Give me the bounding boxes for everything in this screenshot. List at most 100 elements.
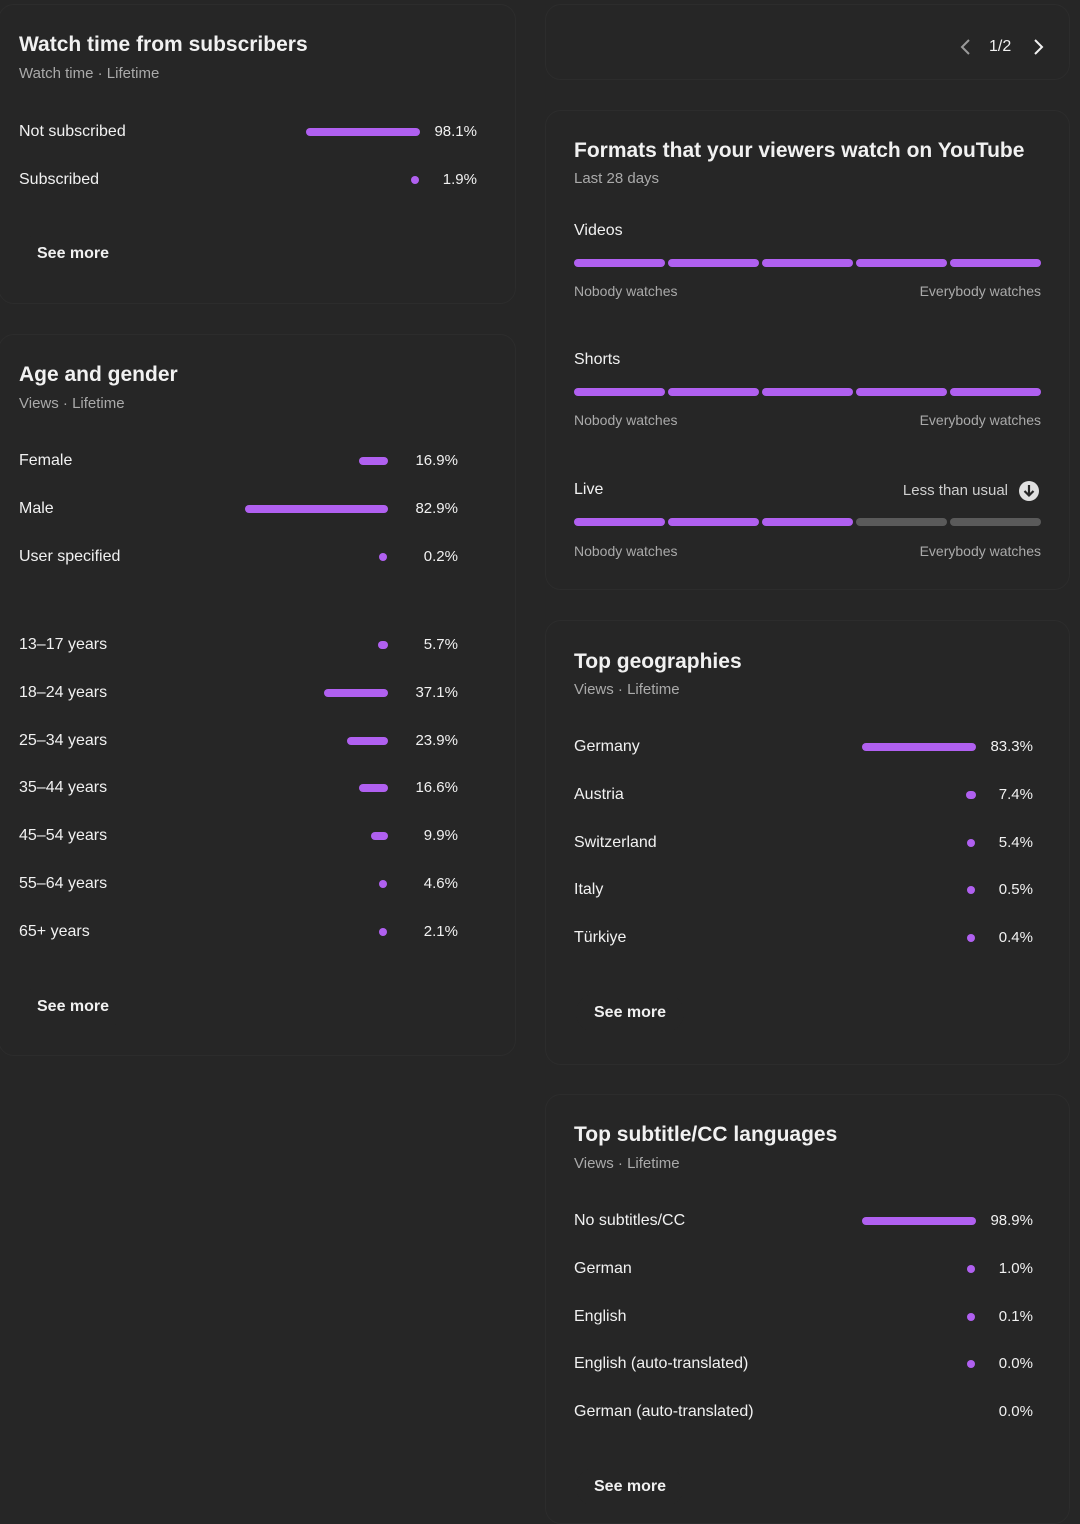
row-percentage: 23.9% bbox=[415, 731, 458, 749]
row-label: German (auto-translated) bbox=[574, 1403, 754, 1421]
scale-max-label: Everybody watches bbox=[919, 283, 1041, 299]
row-label: Switzerland bbox=[574, 833, 657, 851]
format-level-bar bbox=[574, 388, 1041, 396]
format-label: Videos bbox=[574, 222, 623, 239]
percentage-bar bbox=[359, 784, 388, 793]
age-rows: 13–17 years 5.7% 18–24 years 37.1% 25–34 yea… bbox=[19, 633, 469, 973]
level-segment bbox=[668, 259, 759, 267]
percentage-dot bbox=[379, 880, 387, 888]
age-gender-see-more-button[interactable]: See more bbox=[19, 988, 128, 1026]
level-segment bbox=[950, 518, 1041, 526]
row-percentage: 16.6% bbox=[415, 779, 458, 797]
format-level-bar bbox=[574, 518, 1041, 526]
level-segment bbox=[668, 518, 759, 526]
subtitles-see-more-button[interactable]: See more bbox=[576, 1468, 685, 1506]
formats-title: Formats that your viewers watch on YouTu… bbox=[574, 139, 1025, 162]
row-percentage: 7.4% bbox=[998, 785, 1033, 803]
percentage-bar bbox=[347, 736, 388, 745]
row-percentage: 9.9% bbox=[423, 827, 458, 845]
level-segment bbox=[574, 518, 665, 526]
level-segment bbox=[762, 518, 853, 526]
list-item: German (auto-translated) 0.0% bbox=[574, 1400, 1036, 1424]
subscribers-subtitle: Watch time · Lifetime bbox=[19, 65, 160, 82]
percentage-bar bbox=[371, 832, 388, 841]
list-item: 65+ years 2.1% bbox=[19, 920, 469, 944]
level-segment bbox=[668, 388, 759, 396]
geographies-subtitle: Views · Lifetime bbox=[574, 681, 680, 698]
row-percentage: 5.7% bbox=[423, 636, 458, 653]
level-segment bbox=[762, 259, 853, 267]
row-label: Not subscribed bbox=[19, 123, 126, 140]
percentage-dot bbox=[379, 553, 387, 561]
list-item: Germany 83.3% bbox=[574, 735, 1036, 759]
row-percentage: 83.3% bbox=[990, 738, 1033, 755]
percentage-bar bbox=[862, 743, 976, 751]
age-gender-subtitle: Views · Lifetime bbox=[19, 395, 125, 412]
list-item: 35–44 years 16.6% bbox=[19, 776, 469, 800]
list-item: Male 82.9% bbox=[19, 497, 469, 521]
geography-rows: Germany 83.3% Austria 7.4% Switzerland 5.4% It… bbox=[574, 735, 1036, 985]
row-percentage: 2.1% bbox=[423, 922, 458, 940]
less-than-usual-label: Less than usual bbox=[902, 482, 1008, 499]
list-item: German 1.0% bbox=[574, 1257, 1036, 1281]
geographies-title: Top geographies bbox=[574, 650, 742, 673]
subscribers-see-more-button[interactable]: See more bbox=[19, 235, 128, 273]
row-percentage: 1.0% bbox=[998, 1259, 1033, 1277]
list-item: Austria 7.4% bbox=[574, 783, 1036, 807]
list-item: English 0.1% bbox=[574, 1305, 1036, 1329]
percentage-bar bbox=[245, 505, 388, 513]
percentage-bar bbox=[324, 688, 388, 697]
row-percentage: 0.1% bbox=[998, 1307, 1033, 1325]
geographies-see-more-button[interactable]: See more bbox=[576, 994, 685, 1032]
formats-subtitle: Last 28 days bbox=[574, 170, 660, 187]
row-percentage: 0.4% bbox=[998, 929, 1033, 947]
row-percentage: 1.9% bbox=[442, 171, 477, 188]
row-label: Male bbox=[19, 500, 54, 517]
row-percentage: 5.4% bbox=[998, 833, 1033, 851]
percentage-dot bbox=[967, 1312, 975, 1321]
subtitles-card: Top subtitle/CC languages Views · Lifeti… bbox=[545, 1094, 1070, 1524]
list-item: 13–17 years 5.7% bbox=[19, 633, 469, 657]
row-label: 45–54 years bbox=[19, 827, 108, 845]
list-item: Subscribed 1.9% bbox=[19, 168, 489, 192]
list-item: Female 16.9% bbox=[19, 449, 469, 473]
list-item: 55–64 years 4.6% bbox=[19, 872, 469, 896]
age-gender-title: Age and gender bbox=[19, 363, 178, 386]
row-label: German bbox=[574, 1259, 632, 1277]
list-item: 45–54 years 9.9% bbox=[19, 824, 469, 848]
row-label: 25–34 years bbox=[19, 731, 108, 749]
formats-card bbox=[545, 110, 1070, 590]
row-label: No subtitles/CC bbox=[574, 1212, 686, 1229]
percentage-dot bbox=[967, 886, 975, 895]
percentage-dot bbox=[967, 1360, 975, 1369]
scale-min-label: Nobody watches bbox=[574, 283, 678, 299]
subscribers-card: Watch time from subscribers Watch time ·… bbox=[0, 4, 516, 304]
row-label: Austria bbox=[574, 785, 624, 803]
row-percentage: 0.5% bbox=[998, 881, 1033, 899]
subtitles-subtitle: Views · Lifetime bbox=[574, 1155, 680, 1172]
row-label: Female bbox=[19, 452, 73, 469]
chevron-left-icon[interactable] bbox=[954, 35, 978, 59]
percentage-dot bbox=[379, 927, 387, 936]
row-label: Türkiye bbox=[574, 929, 627, 947]
subtitle-language-rows: No subtitles/CC 98.9% German 1.0% English 0.1… bbox=[574, 1209, 1036, 1459]
percentage-dot bbox=[967, 1264, 975, 1273]
level-segment bbox=[762, 388, 853, 396]
chevron-right-icon[interactable] bbox=[1026, 35, 1050, 59]
row-percentage: 0.0% bbox=[998, 1403, 1033, 1421]
level-segment bbox=[574, 388, 665, 396]
row-label: 65+ years bbox=[19, 922, 90, 940]
format-label: Shorts bbox=[574, 351, 621, 368]
list-item: 25–34 years 23.9% bbox=[19, 729, 469, 753]
level-segment bbox=[574, 259, 665, 267]
level-segment bbox=[950, 388, 1041, 396]
list-item: Not subscribed 98.1% bbox=[19, 120, 489, 144]
geographies-card: Top geographies Views · Lifetime Germany… bbox=[545, 620, 1070, 1065]
format-level-bar bbox=[574, 259, 1041, 267]
level-segment bbox=[950, 259, 1041, 267]
row-label: User specified bbox=[19, 548, 121, 565]
row-percentage: 4.6% bbox=[423, 875, 458, 892]
row-label: 35–44 years bbox=[19, 779, 108, 797]
row-percentage: 0.0% bbox=[998, 1355, 1033, 1373]
subtitles-title: Top subtitle/CC languages bbox=[574, 1123, 838, 1146]
